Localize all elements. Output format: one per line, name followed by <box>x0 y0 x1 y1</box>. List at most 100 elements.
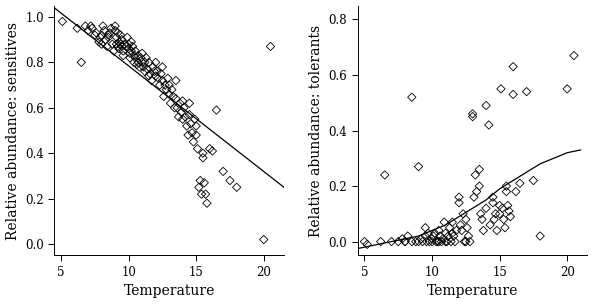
Point <box>100 28 109 33</box>
Point <box>492 228 502 233</box>
Point <box>190 117 200 122</box>
Point <box>441 231 450 236</box>
Point <box>177 110 186 115</box>
Point <box>470 172 480 177</box>
Point <box>495 203 505 208</box>
Point <box>474 167 484 172</box>
Point <box>114 40 124 44</box>
Point <box>105 30 114 35</box>
Point <box>113 30 123 35</box>
Point <box>135 64 144 69</box>
Point <box>400 239 410 244</box>
Point <box>464 233 473 238</box>
Point <box>144 60 154 65</box>
Point <box>119 49 128 54</box>
Point <box>119 53 128 58</box>
Point <box>167 87 177 92</box>
Point <box>194 185 203 190</box>
Point <box>232 185 241 190</box>
Point <box>488 200 498 205</box>
Point <box>506 214 515 219</box>
Point <box>442 239 452 244</box>
Point <box>469 195 479 200</box>
Point <box>152 69 162 74</box>
Point <box>403 233 413 238</box>
Point <box>502 189 511 194</box>
Point <box>420 225 430 230</box>
Point <box>387 239 396 244</box>
Point <box>171 78 181 83</box>
Point <box>259 237 269 242</box>
Point <box>437 239 447 244</box>
Point <box>184 112 194 117</box>
Point <box>448 220 457 225</box>
Point <box>449 233 458 238</box>
Point <box>397 237 407 241</box>
Point <box>91 30 101 35</box>
Point <box>411 239 420 244</box>
Point <box>125 55 135 60</box>
Point <box>445 225 454 230</box>
Point <box>193 146 202 151</box>
Point <box>448 231 457 236</box>
Point <box>81 24 90 29</box>
Point <box>266 44 275 49</box>
Point <box>428 239 437 244</box>
Point <box>416 237 426 241</box>
Point <box>124 42 133 47</box>
Point <box>198 151 208 156</box>
Point <box>212 108 221 112</box>
Point <box>147 78 157 83</box>
Point <box>458 211 468 216</box>
Point <box>124 46 133 51</box>
Point <box>138 51 147 56</box>
Point <box>496 86 506 91</box>
Point <box>186 121 196 126</box>
Point <box>178 98 187 103</box>
Point <box>192 123 201 128</box>
Point <box>465 239 474 244</box>
Point <box>394 239 403 244</box>
Point <box>183 133 193 137</box>
Point <box>414 239 423 244</box>
Point <box>133 53 143 58</box>
Point <box>225 178 235 183</box>
Point <box>477 217 487 222</box>
Point <box>139 64 148 69</box>
Point <box>164 83 174 88</box>
Point <box>488 195 498 200</box>
Point <box>184 101 194 106</box>
Point <box>454 200 464 205</box>
Point <box>126 49 136 54</box>
Point <box>97 33 106 37</box>
Point <box>201 192 211 197</box>
Point <box>72 26 82 31</box>
Point <box>360 239 369 244</box>
Point <box>423 231 433 236</box>
Point <box>362 242 372 247</box>
X-axis label: Temperature: Temperature <box>427 285 518 299</box>
Point <box>151 74 160 78</box>
Point <box>491 211 500 216</box>
Point <box>435 233 445 238</box>
Point <box>87 26 97 31</box>
Point <box>58 19 67 24</box>
Point <box>111 42 121 47</box>
Point <box>479 228 488 233</box>
Point <box>205 146 215 151</box>
X-axis label: Temperature: Temperature <box>123 285 215 299</box>
Point <box>120 42 129 47</box>
Point <box>160 83 170 88</box>
Point <box>174 114 183 119</box>
Point <box>468 112 477 116</box>
Point <box>498 206 507 211</box>
Point <box>218 169 228 174</box>
Point <box>446 239 455 244</box>
Point <box>76 60 86 65</box>
Point <box>463 225 472 230</box>
Point <box>149 69 159 74</box>
Point <box>110 28 120 33</box>
Point <box>528 178 538 183</box>
Point <box>98 24 108 29</box>
Point <box>500 225 510 230</box>
